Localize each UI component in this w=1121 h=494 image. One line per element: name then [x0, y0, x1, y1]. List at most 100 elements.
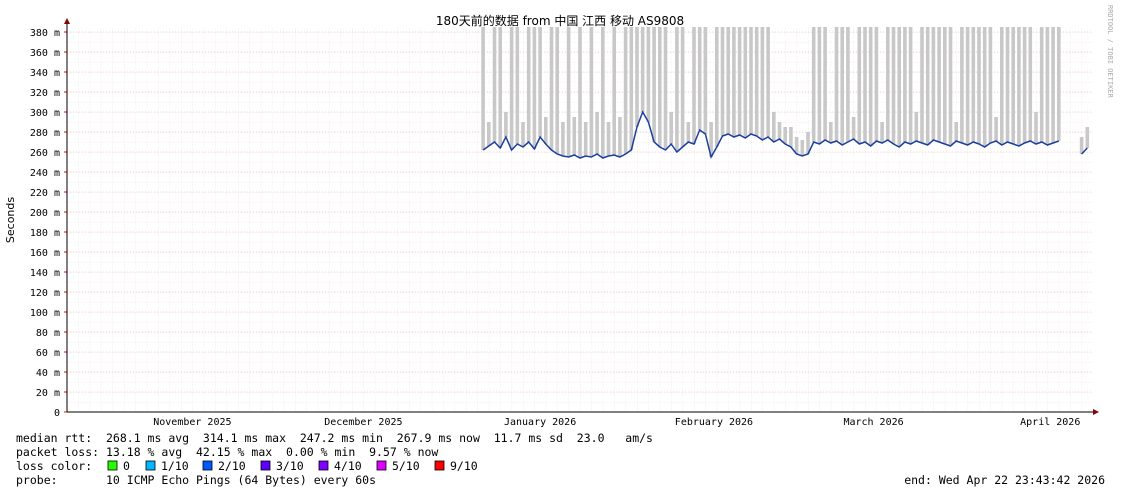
smoke-bar	[880, 122, 884, 143]
smoke-bar	[640, 27, 645, 112]
plot: 0 20 m 40 m 60 m 80 m 100 m 120 m 140 m 160 m 180…	[30, 27, 1093, 428]
smoke-bar	[515, 27, 520, 144]
smoke-bar	[1034, 112, 1038, 144]
smoke-bar	[646, 27, 651, 122]
smoke-bar	[487, 122, 491, 146]
smoke-bar	[1011, 27, 1015, 144]
loss-color-text: 0	[123, 459, 130, 473]
stats-line: packet loss: 13.18 % avg 42.15 % max 0.0…	[16, 445, 438, 459]
y-tick-label: 20 m	[36, 388, 60, 399]
x-tick-label: December 2025	[324, 417, 402, 428]
smoke-bar	[583, 122, 588, 156]
smoke-bar	[675, 27, 679, 152]
loss-color-text: 1/10	[161, 459, 189, 473]
loss-color-swatch	[318, 460, 329, 471]
legend: median rtt: 268.1 ms avg 314.1 ms max 24…	[16, 431, 1105, 487]
y-tick-label: 220 m	[30, 188, 60, 199]
smoke-bar	[1022, 27, 1027, 143]
smoke-bar	[669, 112, 673, 144]
smoke-bar	[629, 27, 634, 150]
y-tick-label: 0	[54, 408, 60, 419]
loss-color-text: 5/10	[392, 459, 420, 473]
loss-color-text: 3/10	[276, 459, 304, 473]
smoke-bar	[686, 122, 691, 142]
smoke-bar	[886, 27, 890, 140]
smoke-bar	[834, 27, 839, 141]
smoke-bar	[903, 27, 907, 142]
smoke-bar	[817, 27, 822, 144]
smoke-bar	[709, 122, 713, 157]
smoke-bar	[874, 27, 879, 141]
chart-title: 180天前的数据 from 中国 江西 移动 AS9808	[436, 13, 684, 28]
smoke-bar	[749, 27, 753, 134]
smoke-bar	[977, 27, 981, 144]
smoke-bar	[766, 27, 770, 137]
smoke-bar	[555, 27, 559, 154]
smoke-bar	[658, 27, 662, 147]
end-time: end: Wed Apr 22 23:43:42 2026	[904, 473, 1105, 487]
smoke-bar	[612, 27, 616, 155]
y-tick-label: 120 m	[30, 288, 60, 299]
smoke-bar	[521, 122, 525, 147]
smoke-bar	[526, 27, 531, 142]
smoke-bar	[652, 27, 656, 142]
smoke-bar	[1079, 137, 1084, 154]
smoke-bar	[589, 27, 594, 157]
smoke-bar	[943, 27, 947, 144]
smoke-bar	[948, 27, 953, 146]
smoke-bar	[618, 117, 622, 157]
y-tick-label: 140 m	[30, 268, 60, 279]
smoke-bar	[806, 132, 810, 154]
loss-color-label: loss color:	[16, 459, 92, 473]
smoke-bar	[811, 27, 816, 142]
smoke-bar	[492, 27, 497, 142]
smoke-bar	[920, 27, 924, 143]
smoke-bar	[908, 27, 913, 144]
y-tick-label: 340 m	[30, 68, 60, 79]
smoke-bar	[777, 122, 782, 139]
smoke-bar	[965, 27, 970, 145]
smoke-bar	[692, 27, 696, 144]
smoke-bar	[623, 27, 628, 154]
y-tick-label: 200 m	[30, 208, 60, 219]
smoke-bar	[703, 27, 708, 134]
loss-color-text: 2/10	[218, 459, 246, 473]
smoke-bar	[794, 137, 799, 154]
probe-info: probe: 10 ICMP Echo Pings (64 Bytes) eve…	[16, 473, 376, 487]
y-tick-label: 260 m	[30, 148, 60, 159]
smoke-bar	[504, 112, 508, 137]
y-tick-label: 320 m	[30, 88, 60, 99]
smoke-bar	[851, 117, 856, 139]
y-tick-label: 100 m	[30, 308, 60, 319]
smoke-bar	[606, 122, 611, 156]
stats-line: median rtt: 268.1 ms avg 314.1 ms max 24…	[16, 431, 653, 445]
x-tick-label: February 2026	[675, 417, 753, 428]
smoke-bar	[988, 27, 993, 143]
loss-color-text: 4/10	[334, 459, 362, 473]
y-tick-label: 180 m	[30, 228, 60, 239]
smoke-bar	[601, 27, 605, 158]
y-tick-label: 160 m	[30, 248, 60, 259]
smoke-bar	[1045, 27, 1050, 145]
smoke-bar	[937, 27, 941, 142]
x-arrow	[1093, 409, 1099, 415]
watermark: RRDTOOL / TOBI OETIKER	[1106, 5, 1114, 99]
smoke-bar	[1085, 127, 1090, 148]
smoke-bar	[509, 27, 514, 150]
x-tick-label: March 2026	[843, 417, 903, 428]
loss-color-swatch	[107, 460, 118, 471]
smoke-bar	[549, 27, 554, 150]
smoke-bar	[840, 27, 844, 145]
smoke-bar	[743, 27, 748, 138]
smoke-bar	[1028, 27, 1033, 141]
smoke-bar	[680, 27, 685, 147]
smoke-bar	[994, 117, 998, 141]
smoke-bar	[1017, 27, 1021, 146]
smoke-bar	[663, 27, 668, 150]
smoke-bar	[800, 140, 805, 156]
smoke-bar	[715, 27, 719, 147]
smoke-bar	[566, 27, 571, 157]
smoke-bar	[1039, 27, 1044, 142]
smoke-bar	[925, 27, 930, 145]
